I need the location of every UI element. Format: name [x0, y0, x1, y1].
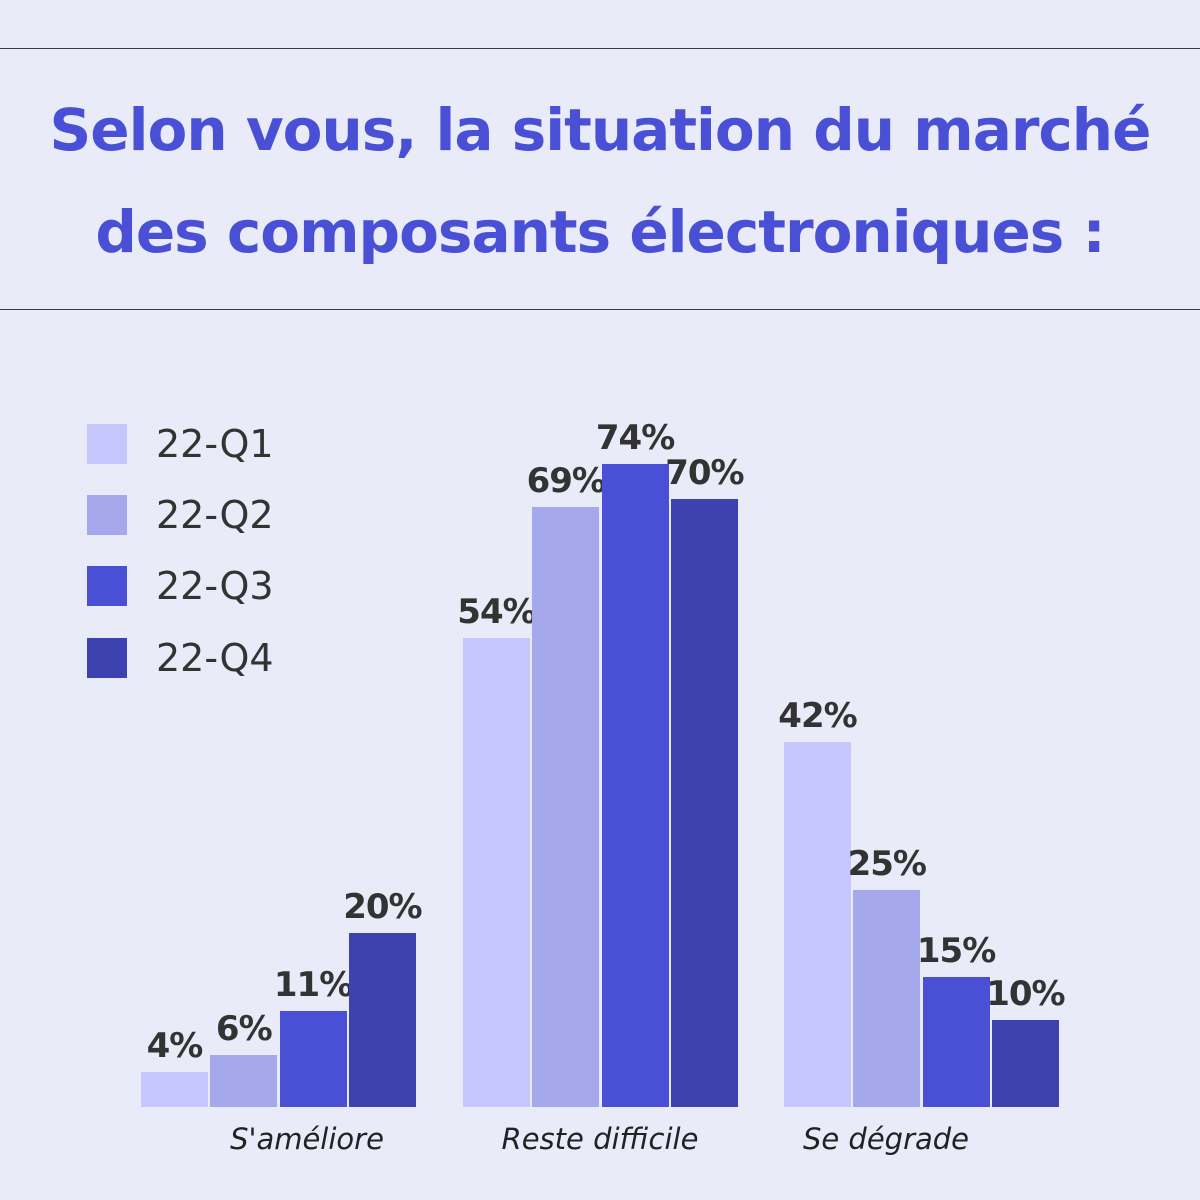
category-label: S'améliore: [230, 1122, 384, 1156]
data-label: 6%: [215, 1008, 273, 1049]
chart-title-line-2: des composants électroniques :: [95, 198, 1105, 266]
legend-swatch: [87, 638, 127, 678]
bar: [853, 889, 921, 1107]
data-label: 4%: [146, 1026, 204, 1067]
category-label: Se dégrade: [802, 1122, 970, 1156]
legend-label: 22-Q3: [156, 564, 274, 608]
bar: [991, 1020, 1059, 1107]
data-label: 69%: [526, 461, 606, 502]
category-label: Reste difficile: [501, 1122, 699, 1156]
data-label: 11%: [273, 965, 353, 1006]
legend-swatch: [87, 566, 127, 606]
bar: [210, 1054, 278, 1107]
bar: [532, 507, 600, 1107]
bar: [922, 976, 990, 1107]
legend-label: 22-Q2: [156, 493, 274, 537]
top-divider: [0, 48, 1200, 49]
bar: [463, 637, 530, 1107]
bar: [348, 933, 416, 1107]
title-divider: [0, 309, 1200, 310]
data-label: 42%: [778, 696, 857, 737]
legend-swatch: [87, 495, 127, 535]
bar: [670, 498, 738, 1107]
bar: [601, 463, 669, 1107]
data-label: 15%: [916, 930, 996, 971]
legend-label: 22-Q4: [156, 636, 274, 680]
legend-swatch: [87, 424, 127, 464]
data-label: 70%: [665, 452, 744, 493]
data-label: 74%: [595, 417, 675, 458]
bar: [784, 742, 851, 1107]
data-label: 54%: [457, 591, 536, 632]
legend-label: 22-Q1: [156, 422, 274, 466]
chart-title-line-1: Selon vous, la situation du marché: [49, 96, 1152, 164]
data-label: 20%: [343, 887, 422, 928]
bar: [279, 1011, 347, 1107]
data-label: 10%: [986, 974, 1065, 1015]
bar: [141, 1072, 208, 1107]
data-label: 25%: [847, 843, 927, 884]
